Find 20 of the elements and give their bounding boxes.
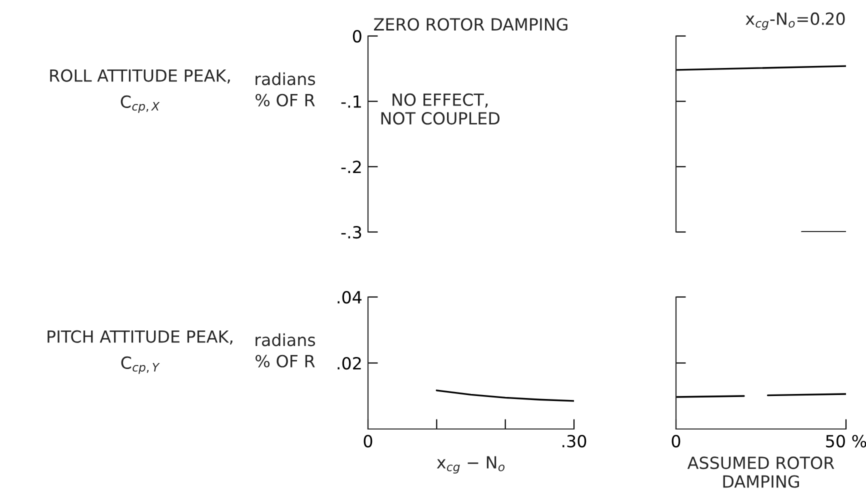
y-axis-title: PITCH ATTITUDE PEAK, C$_{cp,Y}$ (48, 330, 232, 374)
chart-title: x$_{cg}$-N$_{o}$=0.20 (746, 12, 845, 30)
x-axis-title: ASSUMED ROTOR DAMPING (687, 456, 834, 488)
annotation: NO EFFECT, NOT COUPLED (381, 93, 500, 125)
y-tick-label: .02 (338, 356, 361, 370)
text: radians % OF R (256, 72, 316, 106)
y-tick-label: -.2 (341, 160, 361, 173)
y-tick-label: -.1 (341, 96, 361, 108)
y-axis-title: ROLL ATTITUDE PEAK, C$_{cp,X}$ (50, 69, 230, 113)
y-tick-label: 0 (352, 30, 362, 43)
y-tick-label: -.3 (341, 226, 362, 239)
x-axis-title: x$_{cg}$ − N$_{o}$ (436, 456, 505, 474)
x-tick-label: 50 % (826, 434, 866, 448)
x-tick-label: 0 (364, 434, 372, 448)
x-tick-label: 0 (672, 434, 680, 448)
text: radians % OF R (256, 333, 316, 368)
chart-title: ZERO ROTOR DAMPING (374, 18, 568, 31)
y-tick-label: .04 (338, 290, 362, 304)
x-tick-label: .30 (562, 434, 586, 448)
line-series (436, 390, 574, 402)
